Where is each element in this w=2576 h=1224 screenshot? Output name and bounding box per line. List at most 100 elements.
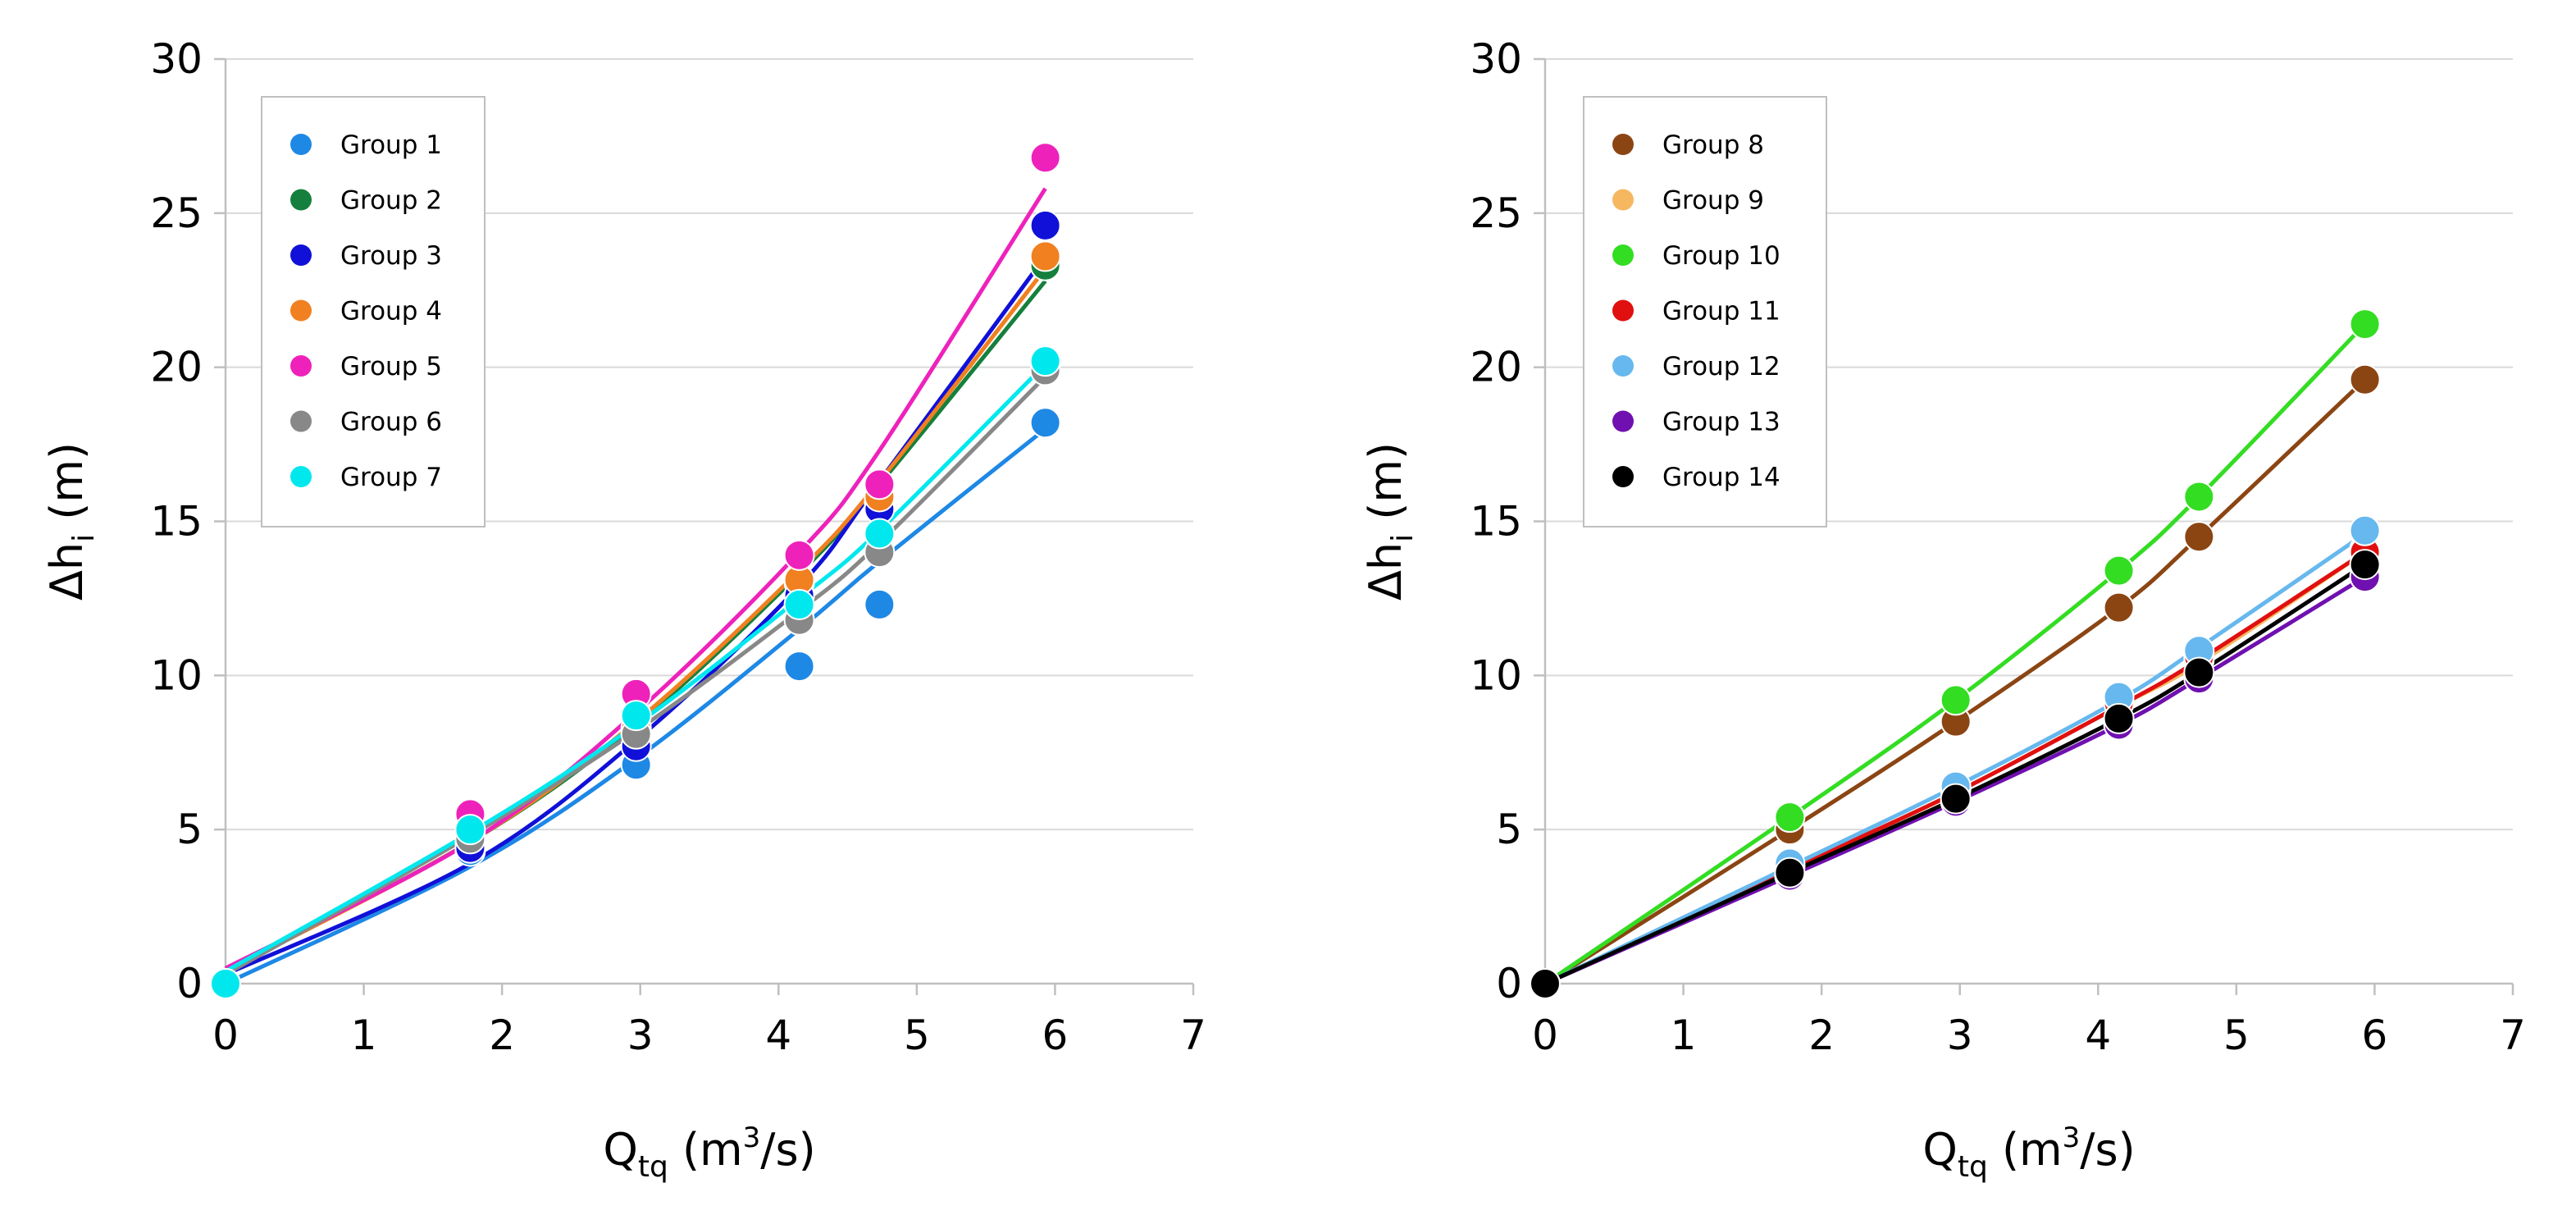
trendline-group-5 xyxy=(224,187,1047,971)
x-axis-label: Qtq (m3/s) xyxy=(1922,1121,2135,1184)
y-tick-label: 0 xyxy=(176,960,203,1007)
y-tick-label: 30 xyxy=(1470,35,1522,83)
trendline-group-14 xyxy=(1543,562,2366,986)
legend-item: Group 7 xyxy=(290,463,442,492)
legend-item: Group 6 xyxy=(290,408,442,437)
legend-item: Group 11 xyxy=(1612,297,1780,327)
legend-marker xyxy=(1612,355,1634,377)
x-axis-label-unit-end: /s) xyxy=(760,1124,815,1176)
y-tick-label: 10 xyxy=(1470,651,1522,699)
x-tick-label: 7 xyxy=(1180,1012,1206,1059)
x-tick-label: 3 xyxy=(1947,1012,1973,1059)
x-tick-label: 6 xyxy=(2362,1012,2388,1059)
legend-marker xyxy=(1612,410,1634,432)
y-tick-label: 15 xyxy=(150,498,203,546)
x-axis-label-main: Q xyxy=(603,1124,638,1176)
x-axis-label-sup: 3 xyxy=(743,1121,761,1154)
data-point xyxy=(620,700,652,732)
data-point xyxy=(1029,142,1061,174)
y-tick-label: 30 xyxy=(150,35,203,83)
x-axis-label: Qtq (m3/s) xyxy=(603,1121,815,1184)
legend-marker xyxy=(1612,189,1634,211)
legend-label: Group 6 xyxy=(340,408,442,437)
y-tick-label: 5 xyxy=(176,806,203,853)
data-point xyxy=(2183,481,2215,513)
x-axis-label-unit-end: /s) xyxy=(2080,1124,2135,1176)
y-tick-label: 10 xyxy=(150,651,203,699)
data-point xyxy=(210,968,241,999)
legend-marker xyxy=(1612,134,1634,155)
y-tick-label: 20 xyxy=(1470,344,1522,391)
data-point xyxy=(864,518,896,550)
legend-item: Group 5 xyxy=(290,352,442,381)
x-axis-label-sub: tq xyxy=(638,1150,668,1184)
data-point xyxy=(454,814,486,846)
legend-label: Group 1 xyxy=(340,130,442,160)
data-point xyxy=(1530,968,1561,999)
y-tick-label: 15 xyxy=(1470,498,1522,546)
legend: Group 8 Group 9 Group 10 Group 11 Group 12 Gr… xyxy=(1583,96,1827,528)
y-axis-label-sub: i xyxy=(67,534,101,542)
legend-label: Group 8 xyxy=(1662,130,1764,160)
data-point xyxy=(783,588,815,620)
x-tick-label: 7 xyxy=(2500,1012,2526,1059)
legend-item: Group 3 xyxy=(290,241,442,271)
data-point xyxy=(2349,363,2381,395)
legend-item: Group 9 xyxy=(1612,186,1764,216)
legend-item: Group 1 xyxy=(290,130,442,160)
y-axis-label-sub: i xyxy=(1386,534,1420,542)
legend-label: Group 10 xyxy=(1662,241,1780,271)
data-point xyxy=(1774,802,1806,834)
legend-label: Group 4 xyxy=(340,297,442,327)
x-axis-label-unit: (m xyxy=(1988,1124,2063,1176)
data-point xyxy=(1029,407,1061,439)
y-axis-label: Δhi (m) xyxy=(1360,442,1420,601)
legend-label: Group 3 xyxy=(340,241,442,271)
legend-marker xyxy=(290,466,312,487)
data-point xyxy=(783,539,815,571)
legend-item: Group 12 xyxy=(1612,352,1780,381)
x-tick-label: 5 xyxy=(904,1012,930,1059)
legend-label: Group 2 xyxy=(340,186,442,216)
legend-marker xyxy=(290,134,312,155)
data-point xyxy=(864,468,896,500)
x-tick-label: 0 xyxy=(212,1012,239,1059)
x-tick-label: 4 xyxy=(765,1012,791,1059)
data-point xyxy=(2103,702,2135,734)
series-group-7 xyxy=(210,345,1061,999)
trendline-group-7 xyxy=(224,363,1047,974)
legend-label: Group 9 xyxy=(1662,186,1764,216)
x-axis-label-sub: tq xyxy=(1958,1150,1988,1184)
data-point xyxy=(2183,521,2215,553)
legend-label: Group 11 xyxy=(1662,297,1780,327)
legend-item: Group 2 xyxy=(290,186,442,216)
legend-marker xyxy=(290,355,312,377)
data-point xyxy=(2349,308,2381,340)
legend-marker xyxy=(290,299,312,322)
trendline-group-1 xyxy=(224,427,1047,986)
legend-marker xyxy=(1612,299,1634,322)
x-axis-label-sup: 3 xyxy=(2063,1121,2081,1154)
legend-label: Group 7 xyxy=(340,463,442,492)
legend-label: Group 12 xyxy=(1662,352,1780,381)
y-axis-label-main: Δh xyxy=(1360,542,1411,601)
trendline-group-6 xyxy=(224,375,1047,976)
y-axis-label-unit: (m) xyxy=(41,442,93,534)
y-axis-label: Δhi (m) xyxy=(41,442,101,601)
data-point xyxy=(1029,240,1061,272)
legend-item: Group 13 xyxy=(1612,408,1780,437)
legend-label: Group 13 xyxy=(1662,408,1780,437)
x-axis-label-main: Q xyxy=(1922,1124,1958,1176)
data-point xyxy=(1029,209,1061,241)
y-tick-label: 5 xyxy=(1496,806,1522,853)
y-tick-label: 0 xyxy=(1496,960,1522,1007)
x-tick-label: 0 xyxy=(1532,1012,1558,1059)
trendline-group-12 xyxy=(1543,532,2367,986)
data-point xyxy=(2349,549,2381,581)
data-point xyxy=(2183,656,2215,688)
legend-item: Group 14 xyxy=(1612,463,1780,492)
trendline-group-8 xyxy=(1543,377,2367,986)
data-point xyxy=(2349,514,2381,546)
